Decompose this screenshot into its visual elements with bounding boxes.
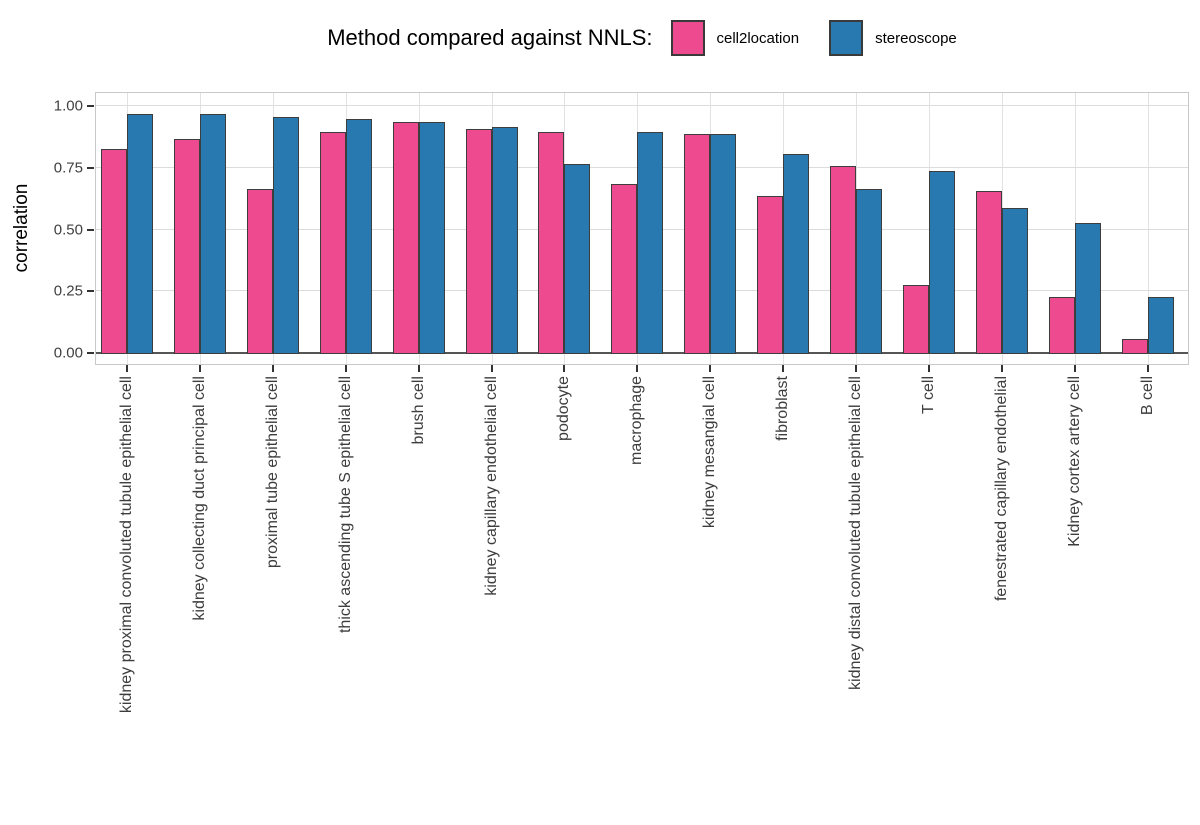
legend-title: Method compared against NNLS: [327,25,653,50]
legend: Method compared against NNLS: cell2locat… [95,14,1189,62]
y-tick-label: 0.75 [53,159,83,177]
x-tick-mark [709,365,712,372]
bar-cell2location [538,132,565,354]
x-tick-mark [855,365,857,372]
bar-cell2location [830,166,856,354]
y-tick-mark [87,228,94,231]
x-tick-mark [927,365,930,372]
bar-stereoscope [710,134,737,354]
x-tick-mark [417,365,420,372]
y-tick-label: 1.00 [53,97,83,115]
legend-label-stereoscope: stereoscope [875,29,957,47]
x-axis-label: T cell [919,376,937,414]
legend-swatch-cell2location [670,20,705,56]
bar-stereoscope [856,189,882,354]
x-axis-label: thick ascending tube S epithelial cell [336,376,354,634]
x-axis-label: podocyte [555,376,573,441]
bar-stereoscope [491,127,518,354]
x-axis-label: kidney collecting duct principal cell [190,376,208,621]
x-tick-mark [490,365,493,372]
y-tick-mark [87,290,94,293]
bar-cell2location [975,191,1002,354]
bar-stereoscope [783,154,810,354]
bar-cell2location [392,122,419,354]
bar-stereoscope [345,119,372,354]
bar-cell2location [101,149,127,354]
x-tick-mark [271,365,274,372]
x-axis-label: kidney mesangial cell [701,376,719,529]
bar-stereoscope [564,164,591,354]
x-axis-label: brush cell [409,376,427,445]
y-tick-label: 0.50 [53,221,83,238]
bar-cell2location [246,189,273,354]
bar-stereoscope [199,114,226,354]
x-axis-label: fibroblast [774,376,792,441]
bar-stereoscope [1074,223,1101,354]
y-tick-mark [87,352,94,354]
x-axis-label: B cell [1138,376,1156,416]
x-tick-mark [782,365,785,372]
y-tick-mark [87,166,94,169]
legend-label-cell2location: cell2location [716,29,800,47]
bar-cell2location [465,129,492,354]
bar-cell2location [902,285,929,354]
bar-stereoscope [637,132,664,354]
x-tick-mark [1073,365,1076,372]
x-tick-mark [198,365,201,372]
x-axis-label: kidney proximal convoluted tubule epithe… [118,376,135,714]
x-axis-label: macrophage [628,376,646,465]
y-tick-label: 0.00 [53,344,83,362]
bar-stereoscope [1001,208,1028,354]
bar-stereoscope [1147,297,1174,354]
x-axis-label: kidney distal convoluted tubule epitheli… [847,376,864,690]
x-tick-mark [563,365,566,372]
x-axis-label: Kidney cortex artery cell [1065,376,1083,547]
bar-cell2location [319,132,346,354]
x-axis-label: fenestrated capillary endothelial [992,376,1010,602]
bar-cell2location [173,139,200,354]
x-tick-mark [636,365,639,372]
horizontal-gridline [95,105,1189,106]
y-tick-label: 0.25 [53,282,83,300]
x-tick-mark [1000,365,1003,372]
y-tick-mark [87,105,94,107]
bar-cell2location [684,134,711,354]
bar-cell2location [1048,297,1075,354]
x-tick-mark [1146,365,1149,372]
x-tick-mark [344,365,347,372]
x-tick-mark [126,365,128,372]
bar-stereoscope [928,171,955,354]
bar-stereoscope [127,114,153,354]
x-axis-label: kidney capillary endothelial cell [482,376,500,596]
bar-cell2location [611,184,638,354]
legend-swatch-stereoscope [829,20,864,56]
x-axis-label: proximal tube epithelial cell [263,376,281,569]
bar-cell2location [757,196,784,354]
bar-cell2location [1121,339,1148,354]
bar-stereoscope [418,122,445,354]
bar-stereoscope [272,117,299,354]
